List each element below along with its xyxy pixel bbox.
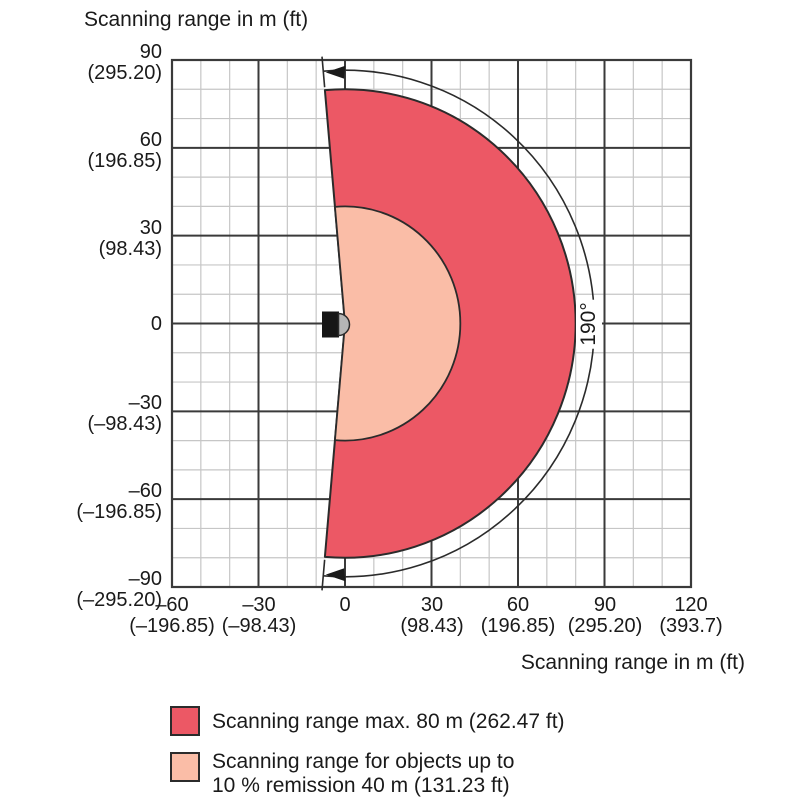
legend-swatch-remission-range [170,752,200,782]
legend-label-max-range: Scanning range max. 80 m (262.47 ft) [212,710,565,733]
y-tick-60: 60 (196.85) [87,129,163,172]
plot-border [170,58,693,589]
y-tick-n90: –90 (–295.20) [76,568,162,611]
sensor-icon [322,311,351,338]
sensor-body [322,311,339,338]
remission-range-sector [334,205,462,442]
x-tick-0: 0 [339,594,351,616]
arrow-left-icon [325,65,346,79]
x-axis-title: Scanning range in m (ft) [520,651,745,674]
x-tick-30: 30 (98.43) [400,594,464,637]
x-tick-n60: –60 (–196.85) [129,594,215,637]
legend-swatch-max-range [170,706,200,736]
arrow-left-icon [325,568,346,582]
angle-label: 190° [576,299,602,349]
y-tick-n30: –30 (–98.43) [87,392,163,435]
chart-title-y-axis: Scanning range in m (ft) [84,8,309,31]
y-tick-n60: –60 (–196.85) [76,480,162,523]
angle-leader-top [321,56,326,88]
x-tick-120: 120 (393.7) [659,594,723,637]
angle-leader-bottom [321,559,326,591]
legend-label-remission-range: Scanning range for objects up to 10 % re… [212,750,515,797]
x-tick-60: 60 (196.85) [480,594,556,637]
x-tick-n30: –30 (–98.43) [221,594,297,637]
x-tick-90: 90 (295.20) [567,594,643,637]
y-tick-30: 30 (98.43) [98,217,162,260]
y-tick-90: 90 (295.20) [87,41,163,84]
sensor-dome [337,312,351,337]
y-tick-0: 0 [150,313,162,335]
